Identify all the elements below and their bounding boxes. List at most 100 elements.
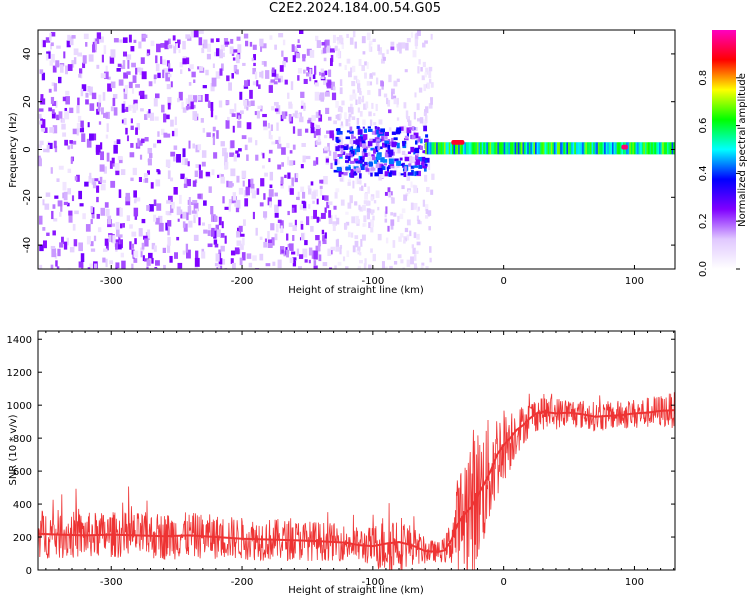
spectrogram-cell	[123, 90, 128, 100]
spectrogram-cell	[388, 74, 392, 83]
spectrogram-cell	[336, 36, 340, 41]
spectrogram-cell	[71, 35, 76, 39]
spectrogram-cell	[505, 142, 509, 155]
spectrogram-cell	[156, 139, 162, 144]
spectrogram-cell	[370, 248, 373, 253]
spectrogram-cell	[340, 107, 343, 113]
spectrogram-cell	[503, 142, 507, 155]
spectrogram-cell	[334, 45, 338, 51]
spectrogram-cell	[517, 142, 521, 155]
spectrogram-cell	[198, 217, 201, 226]
spectrogram-cell	[402, 267, 405, 269]
spectrogram-cell	[212, 136, 216, 146]
spectrogram-cell	[670, 142, 674, 155]
spectrogram-cell	[379, 139, 383, 142]
spectrogram-cell	[284, 174, 287, 179]
spectrogram-cell	[208, 186, 212, 193]
spectrogram-cell	[322, 239, 327, 245]
spectrogram-cell	[399, 213, 404, 220]
spectrogram-cell	[357, 129, 363, 135]
spectrogram-cell	[651, 142, 655, 155]
spectrogram-cell	[305, 128, 309, 133]
spectrogram-cell	[237, 120, 242, 128]
spectrogram-cell	[418, 136, 421, 142]
spectrogram-cell	[73, 57, 77, 65]
spectrogram-cell	[336, 157, 340, 165]
spectrogram-cell	[356, 249, 359, 253]
spectrogram-cell	[220, 233, 225, 238]
spectrogram-cell	[124, 85, 128, 94]
spectrogram-cell	[212, 63, 215, 69]
spectrogram-cell	[51, 109, 55, 114]
spectrogram-cell	[423, 160, 427, 164]
spectrogram-cell	[417, 145, 422, 150]
spectrogram-cell	[363, 149, 367, 153]
spectrogram-cell	[201, 251, 206, 259]
spectrogram-cell	[100, 183, 106, 191]
spectrogram-cell	[192, 199, 198, 204]
spectrogram-cell	[339, 244, 343, 249]
spectrogram-cell	[332, 86, 336, 91]
spectrogram-cell	[422, 42, 426, 48]
spectrogram-cell	[315, 157, 319, 165]
spectrogram-cell	[237, 44, 242, 53]
spectrogram-cell	[190, 101, 194, 110]
spectrogram-cell	[424, 72, 427, 78]
spectrogram-cell	[189, 64, 194, 70]
spectrogram-cell	[219, 68, 223, 76]
spectrogram-cell	[310, 181, 314, 186]
spectrogram-cell	[45, 53, 49, 61]
spectrogram-cell	[141, 218, 146, 224]
spectrogram-cell	[69, 247, 75, 253]
spectrogram-cell	[231, 73, 234, 79]
spectrogram-cell	[224, 206, 230, 210]
spectrogram-cell	[199, 66, 204, 71]
spectrogram-cell	[201, 150, 207, 158]
spectrogram-cell	[356, 80, 361, 85]
spectrogram-cell	[231, 113, 236, 117]
spectrogram-cell	[406, 127, 411, 134]
spectrogram-cell	[349, 37, 354, 45]
spectrogram-cell	[156, 203, 162, 211]
spectrogram-cell	[511, 142, 515, 155]
spectrogram-cell	[202, 127, 206, 133]
spectrogram-cell	[498, 142, 502, 155]
spectrogram-cell	[211, 169, 215, 176]
spectrogram-cell	[62, 96, 66, 102]
spectrogram-cell	[410, 146, 415, 153]
spectrogram-cell	[120, 239, 123, 249]
spectrogram-cell	[553, 142, 557, 155]
spectrogram-cell	[128, 104, 132, 111]
spectrogram-cell	[387, 148, 391, 154]
spectrogram-cell	[174, 116, 177, 126]
spectrogram-cell	[60, 64, 64, 73]
spectrogram-cell	[168, 195, 173, 201]
spectrogram-cell	[300, 91, 305, 98]
spectrogram-cell	[119, 207, 123, 217]
spectrogram-cell	[509, 142, 513, 155]
spectrogram-cell	[316, 40, 321, 48]
spectrogram-cell	[387, 225, 390, 232]
spectrogram-cell	[132, 104, 137, 113]
spectrogram-cell	[297, 266, 302, 269]
spectrogram-cell	[400, 259, 404, 264]
spectrogram-cell	[349, 160, 355, 164]
spectrogram-cell	[296, 248, 300, 257]
spectrogram-cell	[278, 136, 281, 143]
spectrogram-cell	[245, 186, 250, 196]
spectrogram-cell	[244, 144, 248, 151]
spectrogram-cell	[330, 81, 335, 91]
spectrogram-cell	[166, 200, 171, 204]
spectrogram-cell	[334, 159, 338, 166]
spectrogram-cell	[40, 119, 46, 128]
spectrogram-cell	[654, 142, 658, 155]
spectrogram-cell	[341, 100, 345, 106]
spectrogram-cell	[76, 105, 80, 114]
spectrogram-cell	[122, 37, 128, 43]
spectrogram-cell	[306, 66, 310, 71]
spectrogram-cell	[649, 142, 653, 155]
spectrogram-cell	[404, 156, 410, 162]
spectrogram-cell	[347, 156, 351, 161]
spectrogram-cell	[147, 147, 153, 154]
